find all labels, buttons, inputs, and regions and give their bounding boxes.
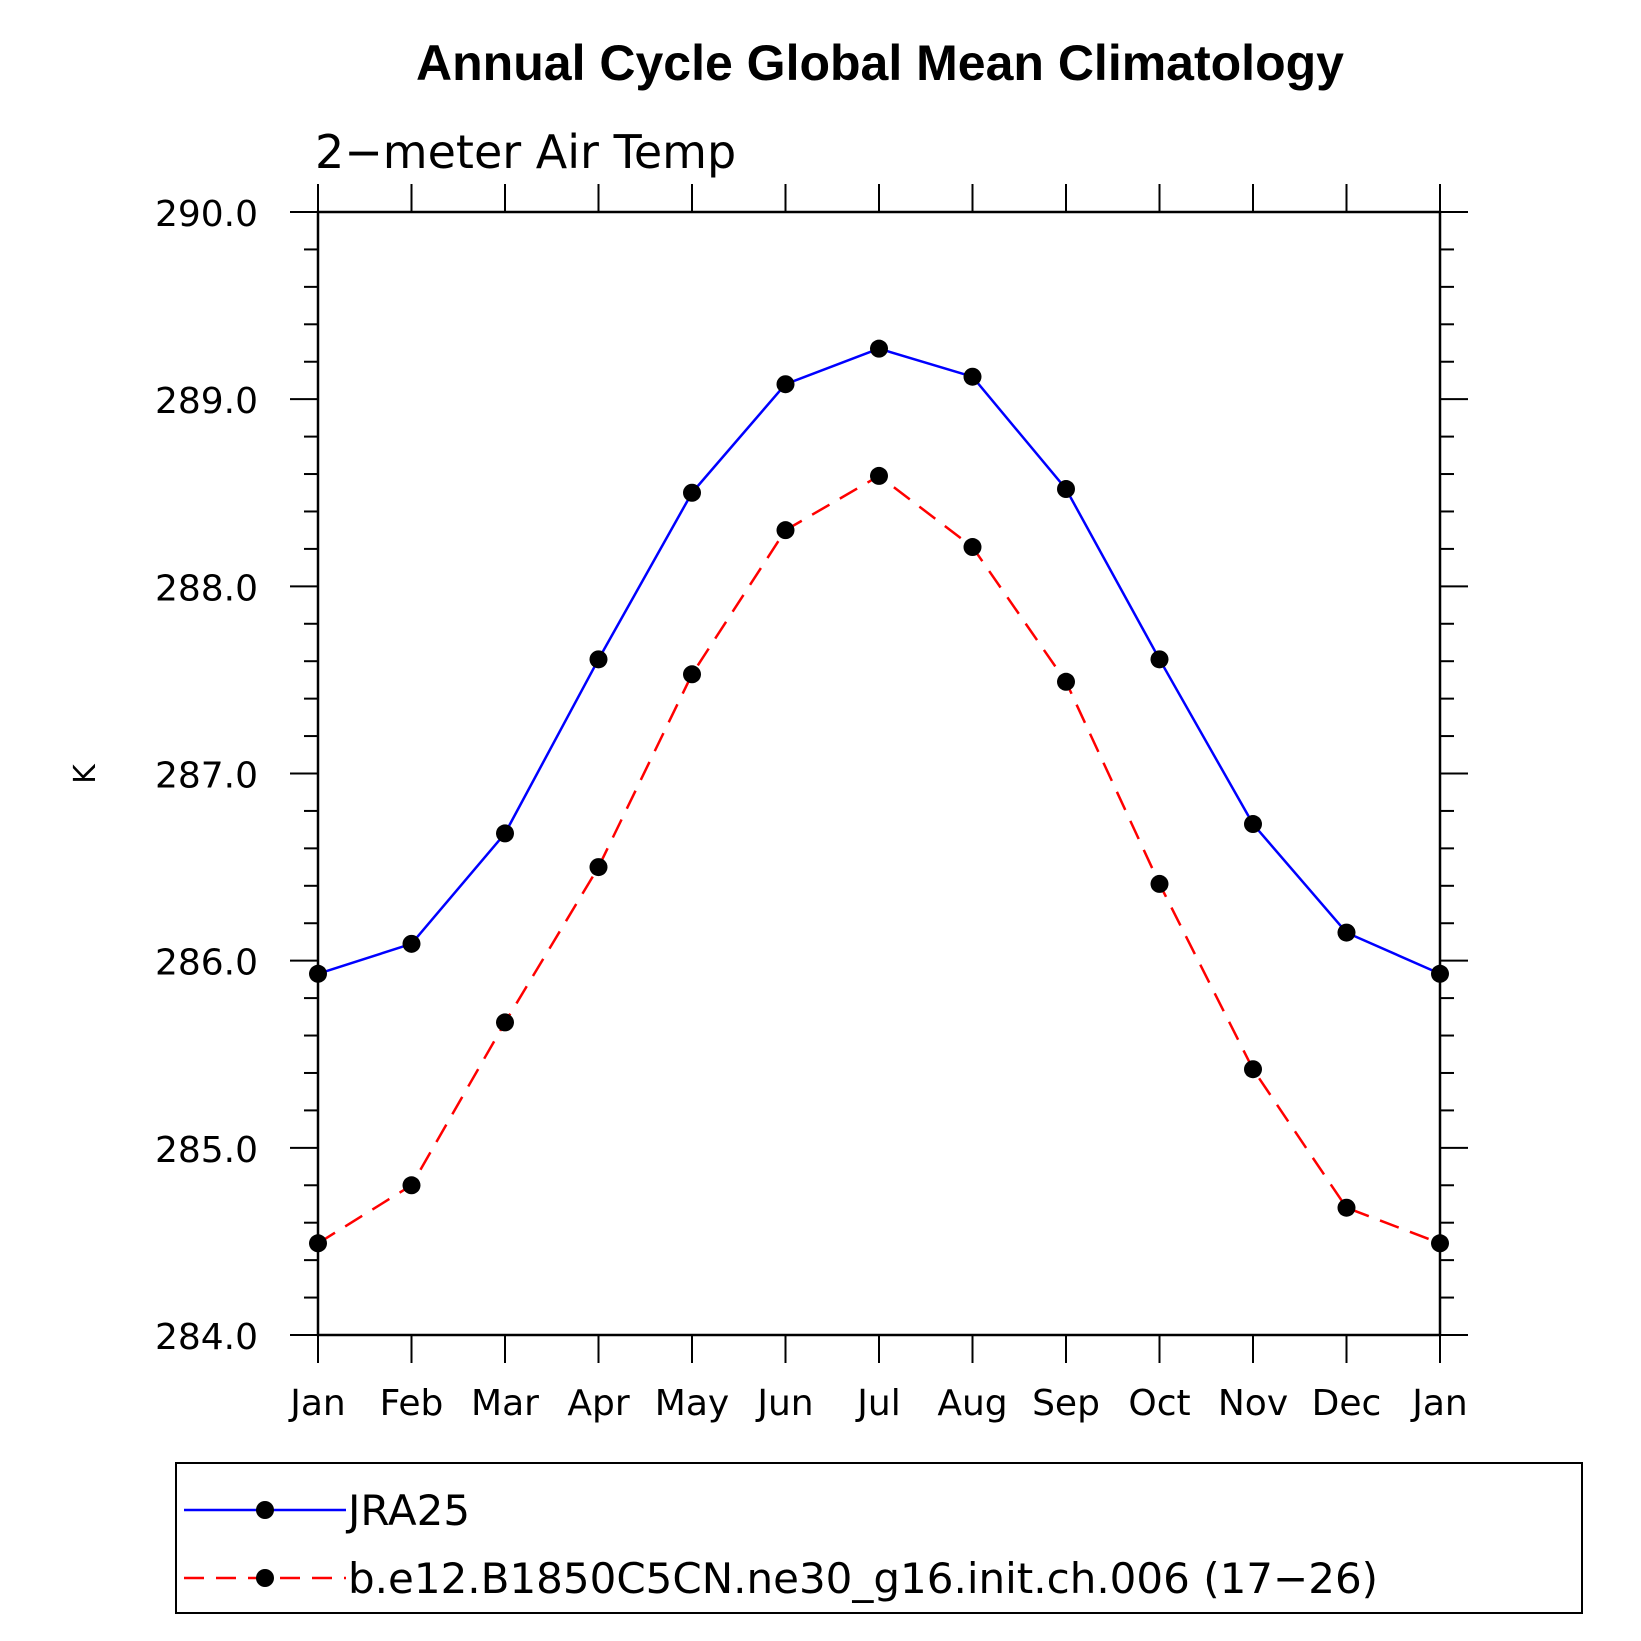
legend-label-2: b.e12.B1850C5CN.ne30_g16.init.ch.006 (17… <box>348 1554 1378 1603</box>
chart-subtitle: 2−meter Air Temp <box>315 125 736 179</box>
series-2-point <box>496 1013 514 1032</box>
series-1-point <box>683 483 701 502</box>
series-2-point <box>1337 1198 1356 1217</box>
series-2-point <box>589 858 608 877</box>
legend-marker-1 <box>256 1501 274 1519</box>
series-1-point <box>496 824 514 843</box>
x-tick-label: Sep <box>1032 1383 1100 1424</box>
series-1-point <box>589 650 608 669</box>
x-tick-label: Mar <box>471 1383 539 1424</box>
x-tick-label: Jan <box>1410 1383 1468 1424</box>
series-2-point <box>776 521 795 540</box>
series-1-point <box>870 339 888 358</box>
y-tick-label: 286.0 <box>155 943 258 984</box>
x-tick-label: Apr <box>567 1383 629 1424</box>
x-tick-label: May <box>655 1383 729 1424</box>
series-1-point <box>1431 964 1449 983</box>
plot-area-border <box>316 210 1442 1337</box>
series-2-point <box>683 665 701 684</box>
series-2-point <box>402 1176 421 1195</box>
series-1-point <box>776 375 795 394</box>
series-2-point <box>870 466 888 485</box>
series-2-point <box>1244 1060 1262 1079</box>
series-line-2 <box>317 474 1441 1245</box>
x-axis: Jan Feb Mar Apr May Jun Jul Aug Sep Oct Nov Dec Jan <box>288 184 1468 1424</box>
legend-marker-2 <box>256 1569 274 1587</box>
series-1-point <box>1150 650 1169 669</box>
x-tick-label: Jul <box>855 1383 900 1424</box>
y-tick-label: 289.0 <box>155 381 258 422</box>
series-1-point <box>1057 480 1075 499</box>
y-tick-label: 287.0 <box>155 756 258 797</box>
plot-frame <box>316 210 1442 1337</box>
y-tick-label: 284.0 <box>155 1317 258 1358</box>
x-tick-label: Aug <box>937 1383 1007 1424</box>
y-tick-label: 290.0 <box>155 194 258 235</box>
y-tick-label: 285.0 <box>155 1130 258 1171</box>
series-1-point <box>309 964 327 983</box>
y-tick-label: 288.0 <box>155 568 258 609</box>
series-2-point <box>1150 874 1169 893</box>
y-axis-label: K <box>68 763 103 784</box>
series-2-point <box>1057 672 1075 691</box>
series-2-point <box>1431 1234 1449 1253</box>
series-line-1 <box>317 347 1441 975</box>
x-tick-label: Dec <box>1312 1383 1382 1424</box>
x-tick-label: Nov <box>1218 1383 1288 1424</box>
y-axis: 284.0 285.0 286.0 287.0 288.0 289.0 290.0 <box>155 194 1468 1358</box>
x-tick-label: Jan <box>288 1383 346 1424</box>
series-2-point <box>963 538 982 557</box>
legend-box <box>175 1462 1583 1614</box>
series-2-point <box>309 1234 327 1253</box>
legend-label-1: JRA25 <box>345 1486 470 1535</box>
legend: JRA25 b.e12.B1850C5CN.ne30_g16.init.ch.00… <box>175 1462 1583 1614</box>
series-1-point <box>402 934 421 953</box>
series-group <box>309 339 1449 1253</box>
x-tick-label: Feb <box>380 1383 444 1424</box>
x-tick-label: Oct <box>1128 1383 1190 1424</box>
series-1-point <box>1337 923 1356 942</box>
series-1-point <box>963 367 982 386</box>
series-1-point <box>1244 815 1262 834</box>
x-tick-label: Jun <box>755 1383 813 1424</box>
chart-title: Annual Cycle Global Mean Climatology <box>416 35 1344 91</box>
